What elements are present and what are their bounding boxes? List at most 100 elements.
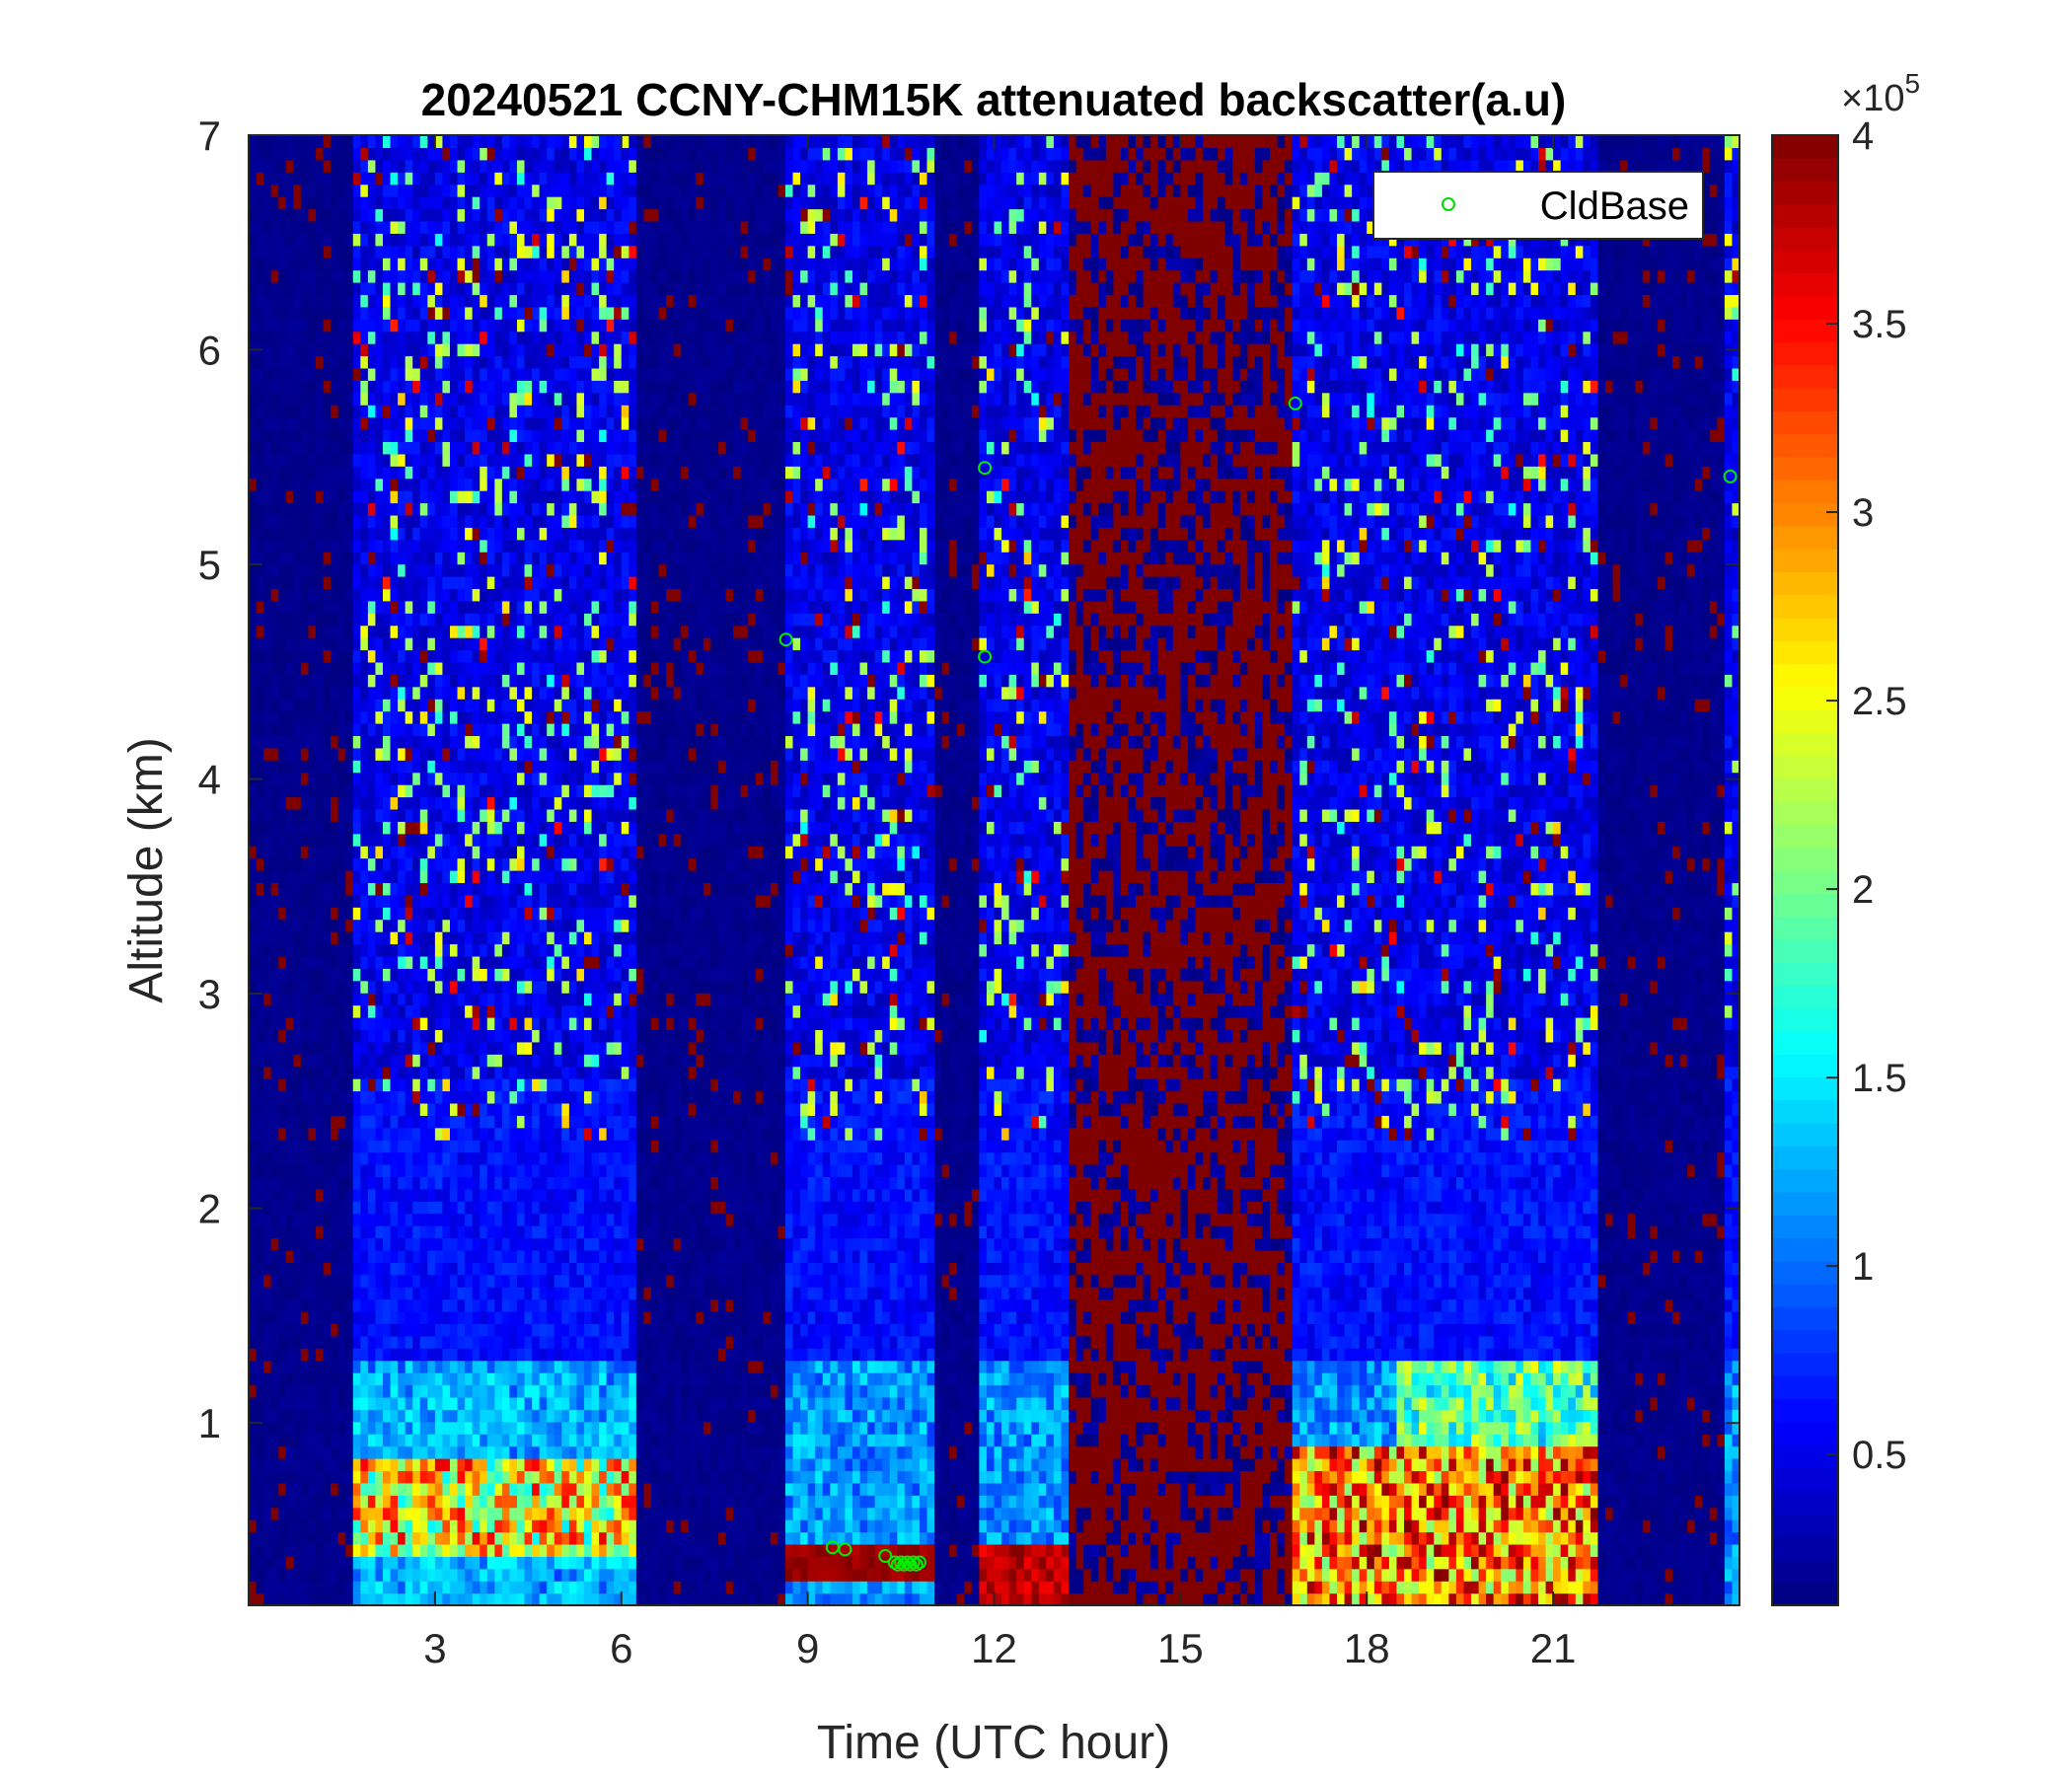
heatmap-cell [375, 968, 384, 982]
heatmap-cell [405, 1041, 413, 1055]
heatmap-cell [554, 674, 562, 688]
heatmap-cell [382, 258, 392, 271]
heatmap-cell [509, 1470, 518, 1484]
heatmap-cell [323, 563, 332, 577]
heatmap-cell [457, 760, 466, 774]
heatmap-cell [278, 919, 287, 932]
heatmap-cell [539, 857, 548, 871]
heatmap-cell [352, 1556, 361, 1570]
heatmap-cell [285, 613, 294, 627]
heatmap-cell [263, 1445, 272, 1459]
heatmap-cell [360, 1188, 369, 1202]
heatmap-cell [457, 1298, 466, 1312]
heatmap-cell [337, 514, 346, 528]
heatmap-cell [278, 980, 287, 994]
heatmap-cell [405, 723, 413, 737]
heatmap-cell [337, 147, 346, 161]
heatmap-cell [465, 1409, 474, 1423]
heatmap-cell [509, 723, 518, 737]
heatmap-cell [270, 1225, 279, 1239]
heatmap-cell [263, 1360, 272, 1373]
heatmap-cell [494, 1176, 503, 1190]
heatmap-cell [398, 282, 407, 296]
heatmap-cell [337, 846, 346, 859]
heatmap-cell [293, 723, 302, 737]
heatmap-cell [367, 796, 377, 810]
heatmap-cell [375, 870, 384, 884]
heatmap-cell [300, 1127, 310, 1141]
heatmap-cell [323, 808, 332, 822]
heatmap-cell [390, 184, 399, 197]
heatmap-cell [457, 723, 466, 737]
heatmap-cell [494, 649, 503, 663]
heatmap-cell [486, 600, 495, 614]
heatmap-cell [547, 1298, 555, 1312]
heatmap-cell [360, 907, 369, 921]
heatmap-cell [405, 1434, 413, 1447]
heatmap-cell [345, 1592, 354, 1605]
heatmap-cell [398, 919, 407, 932]
heatmap-cell [367, 747, 377, 761]
heatmap-cell [405, 1249, 413, 1263]
heatmap-cell [270, 208, 279, 222]
heatmap-cell [278, 1409, 287, 1423]
heatmap-cell [249, 1140, 258, 1153]
heatmap-cell [501, 1581, 511, 1594]
heatmap-cell [472, 233, 481, 247]
heatmap-cell [360, 1495, 369, 1509]
heatmap-cell [382, 1311, 392, 1325]
heatmap-cell [412, 196, 421, 210]
heatmap-cell [554, 1311, 562, 1325]
heatmap-cell [486, 1213, 495, 1226]
heatmap-cell [316, 1421, 325, 1435]
heatmap-cell [457, 1568, 466, 1582]
heatmap-cell [539, 343, 548, 357]
heatmap-cell [263, 502, 272, 516]
heatmap-cell [300, 429, 310, 443]
heatmap-cell [405, 993, 413, 1006]
heatmap-cell [501, 846, 511, 859]
heatmap-cell [270, 355, 279, 369]
heatmap-cell [345, 1151, 354, 1165]
heatmap-cell [480, 380, 488, 394]
heatmap-cell [472, 723, 481, 737]
heatmap-cell [278, 1287, 287, 1300]
heatmap-cell [270, 894, 279, 908]
heatmap-cell [405, 833, 413, 847]
heatmap-cell [472, 1470, 481, 1484]
heatmap-cell [434, 245, 444, 259]
heatmap-cell [442, 1102, 451, 1116]
heatmap-cell [316, 159, 325, 173]
heatmap-cell [501, 1384, 511, 1398]
heatmap-cell [532, 1115, 541, 1129]
heatmap-cell [337, 1201, 346, 1215]
heatmap-cell [509, 747, 518, 761]
heatmap-cell [486, 1445, 495, 1459]
heatmap-cell [516, 1029, 526, 1043]
heatmap-cell [375, 527, 384, 541]
heatmap-cell [419, 833, 428, 847]
heatmap-cell [419, 490, 428, 504]
heatmap-cell [457, 527, 466, 541]
heatmap-cell [480, 1225, 488, 1239]
heatmap-cell [382, 1151, 392, 1165]
heatmap-cell [285, 184, 294, 197]
heatmap-cell [256, 478, 264, 491]
heatmap-cell [398, 258, 407, 271]
heatmap-cell [360, 552, 369, 565]
heatmap-cell [539, 649, 548, 663]
heatmap-cell [375, 502, 384, 516]
heatmap-cell [360, 588, 369, 602]
heatmap-cell [293, 760, 302, 774]
heatmap-cell [331, 258, 339, 271]
heatmap-cell [516, 1017, 526, 1031]
heatmap-cell [316, 380, 325, 394]
heatmap-cell [442, 699, 451, 712]
heatmap-cell [300, 833, 310, 847]
heatmap-cell [316, 747, 325, 761]
heatmap-cell [412, 1102, 421, 1116]
heatmap-cell [524, 1470, 533, 1484]
heatmap-cell [293, 233, 302, 247]
heatmap-cell [516, 1164, 526, 1178]
heatmap-cell [367, 208, 377, 222]
